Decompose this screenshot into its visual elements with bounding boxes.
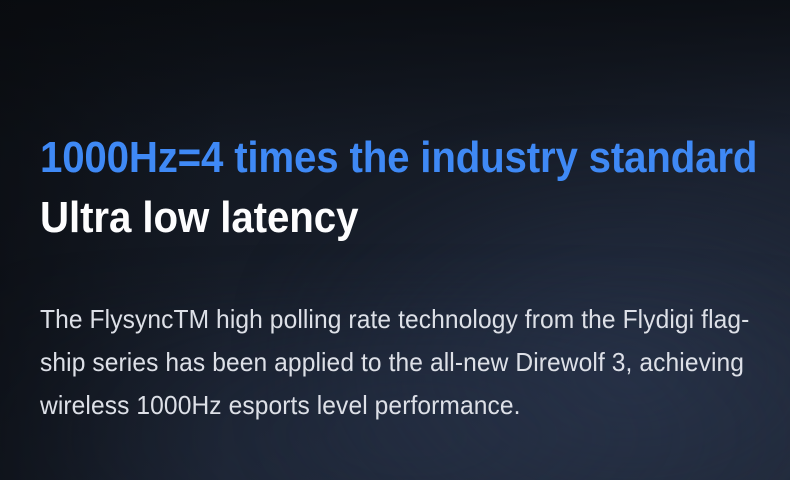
background-glow-right — [268, 144, 790, 480]
background-left-shade — [0, 0, 230, 480]
body-line: wireless 1000Hz esports level performanc… — [40, 390, 521, 420]
body-paragraph: The FlysyncTM high polling rate technolo… — [40, 298, 768, 427]
body-line: The FlysyncTM high polling rate technolo… — [40, 304, 750, 334]
headline-accent: 1000Hz=4 times the industry standard — [40, 133, 758, 182]
copy-block: 1000Hz=4 times the industry standard Ult… — [40, 132, 770, 427]
body-line: ship series has been applied to the all-… — [40, 347, 745, 377]
headline-subtitle: Ultra low latency — [40, 193, 359, 242]
